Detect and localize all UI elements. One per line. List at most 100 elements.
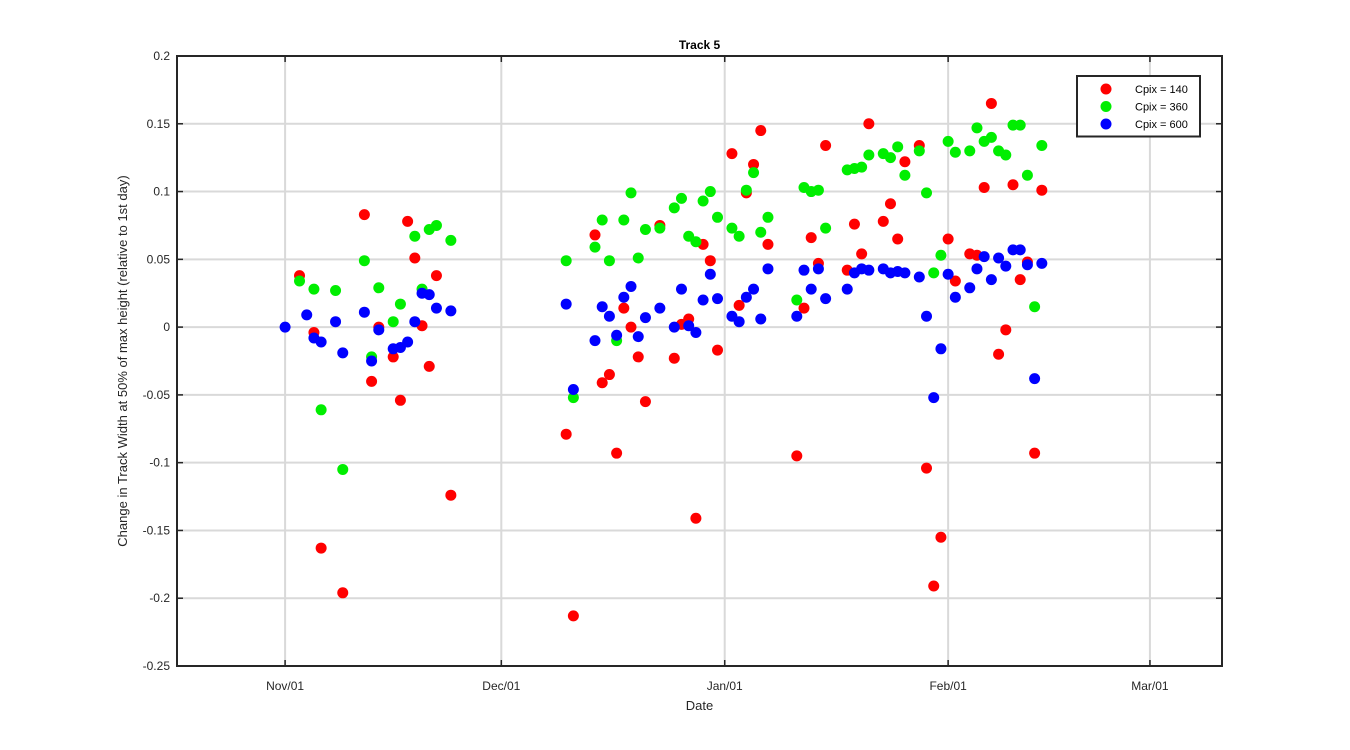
data-point xyxy=(820,222,832,234)
data-point xyxy=(690,236,702,248)
data-point xyxy=(675,192,687,204)
data-point xyxy=(856,161,868,173)
data-point xyxy=(675,283,687,295)
data-point xyxy=(820,293,832,305)
x-tick-label: Dec/01 xyxy=(482,679,520,693)
data-point xyxy=(423,289,435,301)
legend: Cpix = 140 Cpix = 360 Cpix = 600 xyxy=(1076,75,1201,138)
data-point xyxy=(863,264,875,276)
data-point xyxy=(387,316,399,328)
legend-box xyxy=(1076,75,1201,138)
data-point xyxy=(978,251,990,263)
data-point xyxy=(611,447,623,459)
data-point xyxy=(726,222,738,234)
data-point xyxy=(560,298,572,310)
data-point xyxy=(704,255,716,267)
series-1 xyxy=(294,97,1048,622)
data-point xyxy=(755,125,767,137)
data-point xyxy=(294,275,306,287)
data-point xyxy=(697,294,709,306)
data-point xyxy=(697,195,709,207)
data-point xyxy=(755,313,767,325)
data-point xyxy=(877,215,889,227)
data-point xyxy=(1000,149,1012,161)
data-point xyxy=(942,135,954,147)
data-point xyxy=(1021,259,1033,271)
data-point xyxy=(560,255,572,267)
data-point xyxy=(755,226,767,238)
legend-marker xyxy=(1100,118,1112,130)
legend-marker xyxy=(1100,101,1112,112)
data-point xyxy=(949,291,961,303)
data-point xyxy=(668,321,680,333)
data-point xyxy=(337,463,349,475)
data-point xyxy=(863,149,875,161)
data-point xyxy=(1029,301,1041,313)
data-point xyxy=(935,249,947,261)
data-point xyxy=(337,347,349,359)
data-point xyxy=(812,263,824,275)
data-point xyxy=(1036,184,1048,196)
data-point xyxy=(863,118,875,130)
data-point xyxy=(567,392,579,404)
data-point xyxy=(567,383,579,395)
data-point xyxy=(366,355,378,367)
data-point xyxy=(993,348,1005,360)
data-point xyxy=(928,267,940,279)
data-point xyxy=(928,580,940,592)
data-point xyxy=(848,218,860,230)
data-point xyxy=(366,375,378,387)
data-point xyxy=(899,267,911,279)
data-point xyxy=(654,302,666,314)
data-point xyxy=(301,309,313,321)
data-point xyxy=(928,392,940,404)
data-point xyxy=(445,489,457,501)
data-point xyxy=(567,610,579,622)
data-point xyxy=(740,184,752,196)
data-point xyxy=(639,224,651,236)
data-point xyxy=(394,298,406,310)
data-point xyxy=(315,336,327,348)
y-tick-label: 0.05 xyxy=(147,252,171,266)
data-point xyxy=(683,320,695,332)
data-point xyxy=(589,335,601,347)
data-point xyxy=(596,377,608,389)
data-point xyxy=(985,97,997,109)
data-point xyxy=(603,310,615,322)
data-point xyxy=(712,211,724,223)
data-point xyxy=(1000,324,1012,336)
data-point xyxy=(748,283,760,295)
data-point xyxy=(921,462,933,474)
data-point xyxy=(387,351,399,363)
data-point xyxy=(690,512,702,524)
data-point xyxy=(1014,274,1026,286)
data-point xyxy=(899,156,911,168)
data-point xyxy=(618,302,630,314)
data-point xyxy=(430,302,442,314)
data-point xyxy=(315,542,327,554)
data-point xyxy=(639,396,651,408)
data-point xyxy=(985,131,997,143)
data-point xyxy=(409,252,421,264)
data-point xyxy=(892,141,904,153)
chart-title: Track 5 xyxy=(679,38,721,52)
axis-ticks: 0.2 0.15 0.1 0.05 0 -0.05 -0.1 -0.15 -0.2 -0.25 No… xyxy=(143,49,1222,693)
data-point xyxy=(748,158,760,170)
data-point xyxy=(913,145,925,157)
y-tick-label: 0.15 xyxy=(147,117,171,131)
plot-frame xyxy=(176,55,1223,667)
data-point xyxy=(935,343,947,355)
y-tick-label: -0.1 xyxy=(149,456,170,470)
data-point xyxy=(373,324,385,336)
x-tick-label: Mar/01 xyxy=(1131,679,1169,693)
data-point xyxy=(712,344,724,356)
data-point xyxy=(596,214,608,226)
data-point xyxy=(445,234,457,246)
data-point xyxy=(762,211,774,223)
legend-marker xyxy=(1100,83,1112,95)
data-point xyxy=(603,255,615,267)
data-point xyxy=(402,215,414,227)
y-tick-label: -0.15 xyxy=(143,523,171,537)
data-point xyxy=(632,351,644,363)
